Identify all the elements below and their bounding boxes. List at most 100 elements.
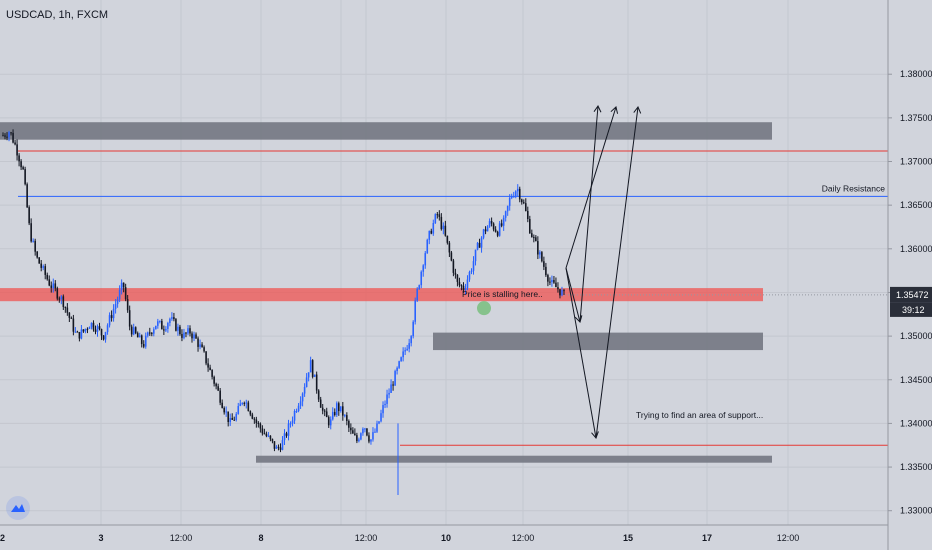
candle-body bbox=[40, 264, 42, 268]
candle-body bbox=[71, 318, 73, 319]
candle-body bbox=[392, 384, 394, 385]
candle-body bbox=[241, 403, 243, 404]
candle-body bbox=[155, 326, 157, 329]
candle-body bbox=[461, 285, 463, 286]
candle-body bbox=[428, 231, 430, 240]
candle-body bbox=[187, 328, 189, 333]
candle-body bbox=[324, 411, 326, 412]
candle-body bbox=[254, 419, 256, 420]
candle-body bbox=[133, 327, 135, 334]
candle-body bbox=[59, 299, 61, 300]
stall-marker bbox=[477, 301, 491, 315]
zone-2 bbox=[433, 333, 763, 350]
candle-body bbox=[521, 199, 523, 202]
candle-body bbox=[258, 423, 260, 424]
candle-body bbox=[201, 344, 203, 347]
candle-body bbox=[211, 370, 213, 377]
candle-body bbox=[8, 132, 10, 137]
candle-body bbox=[159, 321, 161, 322]
candle-body bbox=[115, 304, 117, 309]
candle-body bbox=[101, 329, 103, 335]
candle-body bbox=[163, 329, 165, 330]
candle-body bbox=[477, 243, 479, 250]
candle-body bbox=[274, 441, 276, 449]
candle-body bbox=[30, 223, 32, 241]
candle-body bbox=[537, 241, 539, 254]
candle-body bbox=[54, 283, 56, 288]
candle-body bbox=[284, 433, 286, 440]
candle-body bbox=[453, 260, 455, 272]
annotation-support: Trying to find an area of support... bbox=[636, 410, 763, 420]
candle-body bbox=[139, 335, 141, 337]
candle-body bbox=[310, 360, 312, 372]
candle-body bbox=[272, 439, 274, 441]
candle-body bbox=[65, 307, 67, 308]
candle-body bbox=[10, 132, 12, 133]
candle-body bbox=[97, 326, 99, 332]
candle-body bbox=[443, 226, 445, 229]
candle-body bbox=[117, 299, 119, 304]
tradingview-logo-icon[interactable] bbox=[6, 496, 30, 520]
candle-body bbox=[358, 439, 360, 441]
time-tick-label: 12:00 bbox=[777, 533, 800, 543]
candle-body bbox=[225, 411, 227, 412]
candle-body bbox=[489, 221, 491, 227]
candle-body bbox=[402, 351, 404, 357]
candle-body bbox=[252, 414, 254, 418]
candle-body bbox=[400, 357, 402, 361]
candle-body bbox=[264, 433, 266, 434]
candle-body bbox=[89, 327, 91, 329]
candle-body bbox=[26, 184, 28, 207]
candle-body bbox=[288, 423, 290, 435]
candle-body bbox=[517, 189, 519, 191]
candle-body bbox=[314, 375, 316, 377]
candle-body bbox=[398, 361, 400, 368]
candle-body bbox=[491, 221, 493, 224]
candle-body bbox=[268, 436, 270, 437]
candle-body bbox=[386, 394, 388, 403]
candle-body bbox=[316, 375, 318, 391]
candle-body bbox=[185, 333, 187, 334]
candle-body bbox=[420, 272, 422, 285]
candle-body bbox=[243, 403, 245, 404]
candle-body bbox=[175, 319, 177, 331]
candle-body bbox=[157, 321, 159, 326]
candle-body bbox=[555, 283, 557, 287]
candle-body bbox=[533, 237, 535, 238]
candle-body bbox=[262, 428, 264, 433]
candle-body bbox=[4, 135, 6, 136]
candle-body bbox=[559, 289, 561, 295]
candle-body bbox=[487, 227, 489, 232]
price-tick-label: 1.33000 bbox=[900, 506, 932, 516]
price-tick-label: 1.37000 bbox=[900, 157, 932, 167]
candle-body bbox=[18, 155, 20, 161]
candle-body bbox=[56, 288, 58, 298]
candle-body bbox=[378, 421, 380, 423]
candle-body bbox=[441, 217, 443, 229]
candle-body bbox=[354, 434, 356, 436]
candle-body bbox=[107, 325, 109, 332]
candle-body bbox=[151, 333, 153, 334]
candle-body bbox=[46, 275, 48, 279]
candle-body bbox=[439, 214, 441, 217]
candle-body bbox=[173, 317, 175, 319]
candle-body bbox=[499, 223, 501, 235]
candle-body bbox=[12, 133, 14, 143]
candle-body bbox=[493, 224, 495, 230]
time-tick-label: 8 bbox=[258, 533, 263, 543]
candle-body bbox=[250, 411, 252, 414]
candle-body bbox=[239, 404, 241, 406]
candle-body bbox=[121, 283, 123, 290]
candle-body bbox=[430, 231, 432, 234]
candle-body bbox=[326, 411, 328, 417]
price-tick-label: 1.36500 bbox=[900, 200, 932, 210]
time-tick-label: 15 bbox=[623, 533, 633, 543]
candle-body bbox=[471, 271, 473, 272]
candle-body bbox=[177, 327, 179, 331]
candle-body bbox=[340, 406, 342, 411]
candle-body bbox=[145, 336, 147, 347]
candle-body bbox=[364, 428, 366, 429]
candle-body bbox=[459, 282, 461, 285]
candle-body bbox=[424, 253, 426, 265]
